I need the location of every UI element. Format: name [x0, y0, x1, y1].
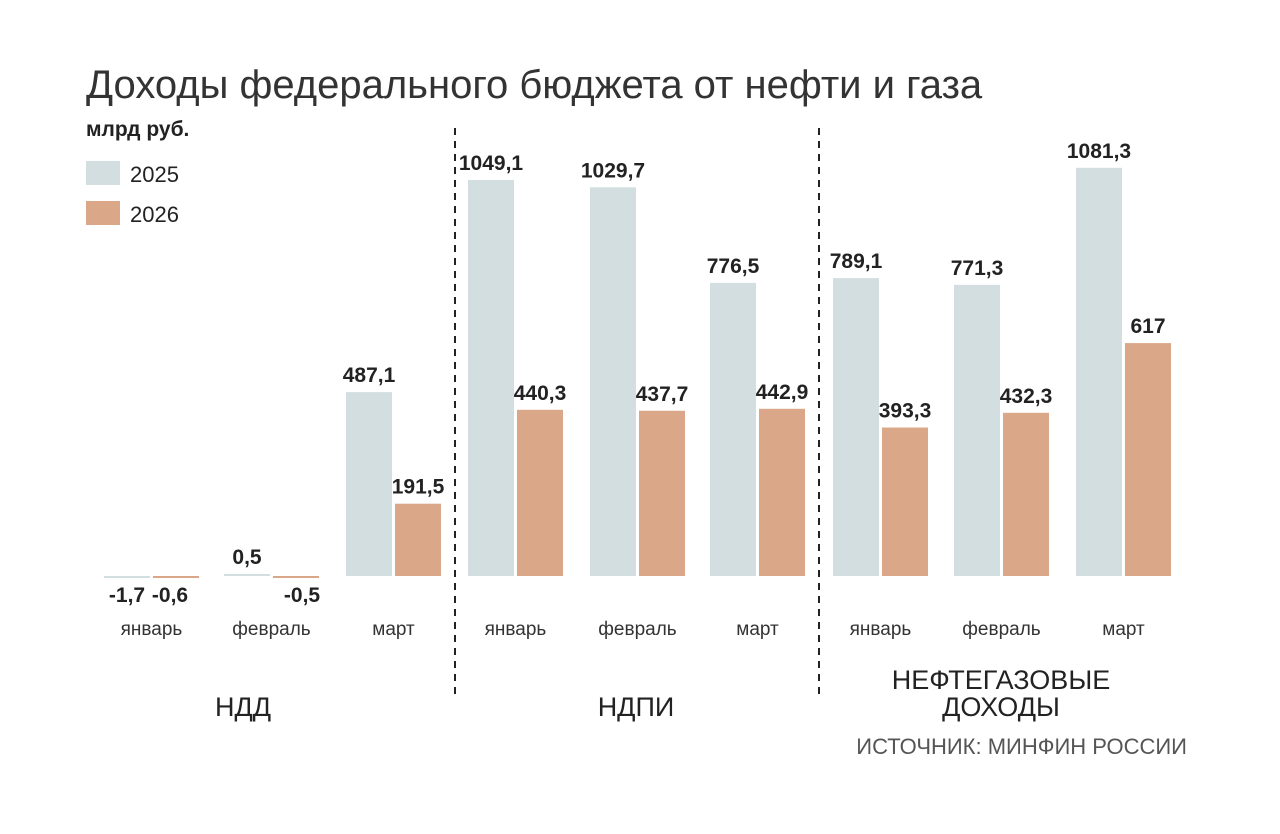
bar-1-2025-0	[468, 179, 514, 576]
bar-2-2026-2	[1125, 343, 1171, 576]
group-label-ndpi: НДПИ	[598, 692, 675, 722]
value-label-1-2026-0: 440,3	[514, 382, 567, 405]
bar-2-2025-1	[954, 284, 1000, 576]
value-label-1-2026-1: 437,7	[636, 383, 689, 406]
bar-1-2025-2	[710, 282, 756, 576]
legend: 2025 2026	[86, 161, 179, 227]
value-label-0-2026-0: -0,6	[152, 584, 188, 607]
bar-0-2025-2	[346, 392, 392, 576]
value-label-2-2026-1: 432,3	[1000, 385, 1053, 408]
month-label-1-0: январь	[485, 619, 547, 640]
legend-swatch-2026	[86, 201, 120, 225]
month-label-1-2: март	[736, 619, 779, 640]
bar-2-2026-1	[1003, 412, 1049, 576]
bar-1-2026-2	[759, 408, 805, 576]
month-label-1-1: февраль	[598, 619, 677, 640]
value-label-0-2026-1: -0,5	[284, 584, 321, 607]
value-label-2-2026-2: 617	[1130, 315, 1165, 338]
chart-title: Доходы федерального бюджета от нефти и г…	[86, 63, 983, 107]
bars-layer: -1,7 -0,6 январь 0,5 -0,5 февраль 487,1 191,5 ма…	[104, 140, 1171, 640]
group-label-oil-gas-line-1: НЕФТЕГАЗОВЫЕ	[892, 665, 1110, 695]
legend-label-2025: 2025	[130, 162, 179, 187]
value-label-2-2025-0: 789,1	[830, 250, 883, 273]
month-label-2-1: февраль	[962, 619, 1041, 640]
value-label-1-2026-2: 442,9	[756, 381, 809, 404]
value-label-1-2025-2: 776,5	[707, 255, 760, 278]
month-label-2-2: март	[1102, 619, 1145, 640]
unit-label: млрд руб.	[86, 118, 189, 141]
value-label-2-2025-2: 1081,3	[1067, 140, 1131, 163]
value-label-1-2025-0: 1049,1	[459, 152, 524, 175]
value-label-1-2025-1: 1029,7	[581, 159, 645, 182]
bar-2-2025-2	[1076, 167, 1122, 576]
bar-0-2026-0	[153, 576, 199, 578]
legend-swatch-2025	[86, 161, 120, 185]
bar-2-2025-0	[833, 278, 879, 576]
month-label-0-2: март	[372, 619, 415, 640]
value-label-2-2026-0: 393,3	[879, 400, 932, 423]
legend-label-2026: 2026	[130, 202, 179, 227]
bar-1-2026-0	[517, 409, 563, 576]
bar-0-2025-1	[224, 574, 270, 576]
group-label-oil-gas-line-2: ДОХОДЫ	[942, 692, 1060, 722]
value-label-0-2025-2: 487,1	[343, 364, 396, 387]
bar-1-2025-1	[590, 187, 636, 576]
month-label-0-1: февраль	[232, 619, 311, 640]
value-label-2-2025-1: 771,3	[951, 257, 1004, 280]
value-label-0-2025-0: -1,7	[109, 584, 145, 607]
group-label-ndd: НДД	[215, 692, 271, 722]
bar-0-2026-2	[395, 503, 441, 576]
value-label-0-2026-2: 191,5	[392, 476, 445, 499]
bar-2-2026-0	[882, 427, 928, 576]
month-label-2-0: январь	[850, 619, 912, 640]
bar-1-2026-1	[639, 410, 685, 576]
bar-0-2026-1	[273, 576, 319, 578]
bar-0-2025-0	[104, 576, 150, 578]
value-label-0-2025-1: 0,5	[232, 546, 262, 569]
source-note: ИСТОЧНИК: МИНФИН РОССИИ	[856, 734, 1187, 759]
month-label-0-0: январь	[121, 619, 183, 640]
